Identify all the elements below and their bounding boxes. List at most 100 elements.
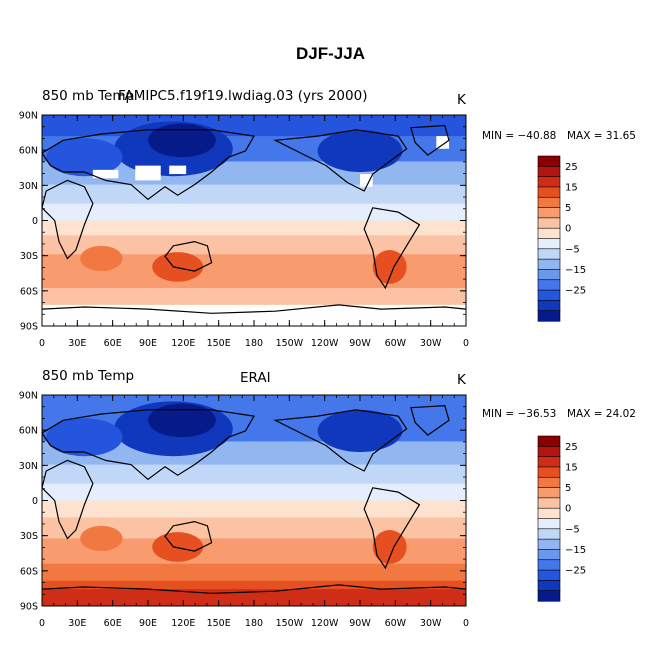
panel2-min-label: MIN = −36.53 bbox=[482, 408, 557, 420]
lat-tick-label: 60S bbox=[20, 286, 38, 297]
colorbar-swatch bbox=[537, 456, 561, 468]
coastline bbox=[363, 487, 421, 570]
panel2-source-label: ERAI bbox=[240, 370, 271, 386]
lon-tick-label: 30W bbox=[420, 338, 442, 349]
lat-tick-label: 60N bbox=[19, 146, 38, 157]
colorbar-swatch bbox=[537, 435, 561, 447]
panel2-max-label: MAX = 24.02 bbox=[567, 408, 636, 420]
lon-tick-label: 150W bbox=[276, 618, 304, 629]
panel1-max-label: MAX = 31.65 bbox=[567, 130, 636, 142]
colorbar-swatch bbox=[537, 580, 561, 592]
colorbar-swatch bbox=[537, 300, 561, 312]
colorbar-swatch bbox=[537, 507, 561, 520]
lon-tick-label: 0 bbox=[463, 618, 469, 629]
figure-title: DJF-JJA bbox=[296, 44, 365, 63]
colorbar-swatch bbox=[537, 176, 561, 188]
coastline bbox=[42, 179, 94, 260]
lat-tick-label: 90S bbox=[20, 322, 38, 333]
lat-tick-label: 0 bbox=[32, 216, 38, 227]
missing-data-mask bbox=[135, 165, 161, 181]
cold-anomaly bbox=[46, 138, 123, 177]
coastline bbox=[42, 129, 255, 201]
colorbar-label: 0 bbox=[565, 224, 571, 235]
cold-core bbox=[148, 123, 216, 158]
lat-tick-label: 60N bbox=[19, 426, 38, 437]
coastline bbox=[164, 520, 213, 552]
lon-tick-label: 120E bbox=[171, 338, 195, 349]
temperature-band bbox=[42, 500, 466, 518]
coastline bbox=[410, 404, 450, 436]
warm-anomaly bbox=[152, 252, 204, 282]
lat-tick-label: 90N bbox=[19, 111, 38, 122]
colorbar-swatch bbox=[537, 590, 561, 602]
colorbar-swatch bbox=[537, 217, 561, 229]
panel1-source-label: FAMIPC5.f19f19.lwdiag.03 (yrs 2000) bbox=[118, 88, 368, 104]
colorbar-label: −5 bbox=[565, 244, 580, 255]
colorbar-label: 5 bbox=[565, 203, 571, 214]
lat-tick-label: 90S bbox=[20, 602, 38, 613]
lon-tick-label: 150E bbox=[207, 618, 231, 629]
lon-tick-label: 30E bbox=[68, 618, 86, 629]
colorbar-label: 25 bbox=[565, 442, 578, 453]
lon-tick-label: 0 bbox=[39, 338, 45, 349]
colorbar-swatch bbox=[537, 549, 561, 561]
lon-tick-label: 60E bbox=[104, 338, 122, 349]
coastline bbox=[42, 409, 255, 481]
lon-tick-label: 90W bbox=[349, 338, 371, 349]
colorbar-swatch bbox=[537, 528, 561, 540]
missing-data-mask bbox=[92, 169, 119, 179]
lon-tick-label: 0 bbox=[463, 338, 469, 349]
temperature-band bbox=[42, 220, 466, 236]
missing-data-mask bbox=[436, 136, 450, 149]
lon-tick-label: 120W bbox=[311, 338, 339, 349]
panel1-variable-label: 850 mb Temp bbox=[42, 88, 135, 104]
lon-tick-label: 30W bbox=[420, 618, 442, 629]
colorbar-label: 25 bbox=[565, 162, 578, 173]
colorbar-swatch bbox=[537, 569, 561, 581]
coastline bbox=[273, 409, 408, 472]
temperature-band bbox=[42, 235, 466, 255]
colorbar-swatch bbox=[537, 538, 561, 551]
colorbar-swatch bbox=[537, 258, 561, 271]
lon-tick-label: 60W bbox=[385, 618, 407, 629]
warm-anomaly bbox=[372, 250, 407, 284]
colorbar-swatch bbox=[537, 559, 561, 571]
lon-tick-label: 120E bbox=[171, 618, 195, 629]
colorbar-label: −15 bbox=[565, 545, 586, 556]
warm-anomaly bbox=[80, 245, 123, 272]
coastline bbox=[363, 207, 421, 290]
temperature-band bbox=[42, 517, 466, 539]
colorbar-label: −5 bbox=[565, 524, 580, 535]
missing-data-mask bbox=[169, 165, 187, 175]
colorbar-swatch bbox=[537, 487, 561, 499]
lon-tick-label: 150W bbox=[276, 338, 304, 349]
lon-tick-label: 90W bbox=[349, 618, 371, 629]
lat-tick-label: 30S bbox=[20, 531, 38, 542]
temperature-band bbox=[42, 464, 466, 485]
cold-core bbox=[148, 403, 216, 438]
lat-tick-label: 0 bbox=[32, 496, 38, 507]
lon-tick-label: 150E bbox=[207, 338, 231, 349]
colorbar-swatch bbox=[537, 186, 561, 198]
lon-tick-label: 120W bbox=[311, 618, 339, 629]
tropical-band bbox=[211, 209, 305, 221]
coastline bbox=[164, 240, 213, 272]
lon-tick-label: 90E bbox=[139, 338, 157, 349]
lon-tick-label: 0 bbox=[39, 618, 45, 629]
temperature-band bbox=[42, 184, 466, 205]
coastline bbox=[42, 584, 466, 594]
colorbar-label: 5 bbox=[565, 483, 571, 494]
colorbar-swatch bbox=[537, 196, 561, 209]
colorbar-label: −25 bbox=[565, 566, 586, 577]
lat-tick-label: 60S bbox=[20, 566, 38, 577]
missing-data-mask bbox=[360, 174, 373, 187]
warm-anomaly bbox=[80, 525, 123, 552]
panel2-colorbar: 25 15 5 0 −5 −15 −25 bbox=[537, 435, 586, 602]
lat-tick-label: 30N bbox=[19, 461, 38, 472]
colorbar-label: 15 bbox=[565, 462, 578, 473]
cold-anomaly bbox=[317, 129, 403, 172]
coastline bbox=[273, 129, 408, 192]
